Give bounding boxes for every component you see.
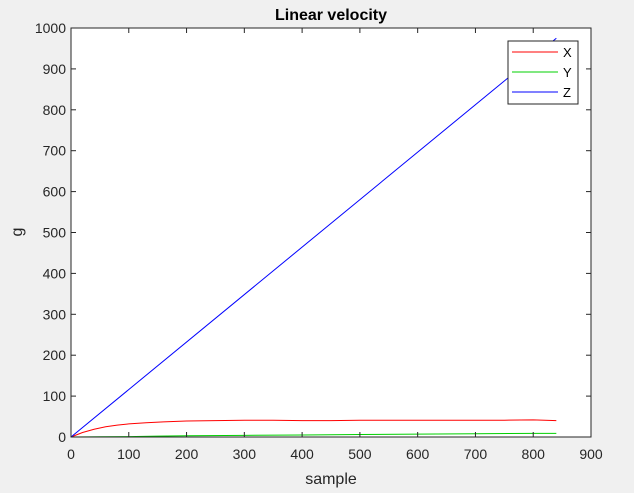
y-tick-label: 500 (43, 225, 67, 241)
series-line-z (70, 37, 557, 438)
x-tick-label: 400 (290, 446, 314, 462)
legend-label-x: X (563, 45, 572, 60)
x-tick-label: 700 (464, 446, 488, 462)
x-tick-label: 300 (233, 446, 257, 462)
axes-layer: 0 100 200 300 400 500 600 700 800 900 0 100 200 300 40… (35, 20, 603, 462)
legend-label-z: Z (563, 85, 571, 100)
y-tick-label: 400 (43, 265, 67, 281)
x-tick-label: 600 (406, 446, 430, 462)
legend: XYZ (507, 40, 579, 105)
y-tick-label: 800 (43, 102, 67, 118)
y-tick-label: 0 (58, 429, 66, 445)
y-tick-label: 300 (43, 306, 67, 322)
x-tick-label: 100 (117, 446, 141, 462)
x-axis-label: sample (305, 471, 357, 488)
x-tick-label: 900 (579, 446, 603, 462)
x-tick-label: 0 (67, 446, 75, 462)
series-line-x (70, 419, 557, 438)
x-tick-label: 500 (348, 446, 372, 462)
x-tick-label: 800 (522, 446, 546, 462)
x-tick-label: 200 (175, 446, 199, 462)
plot-area (71, 28, 591, 437)
y-tick-label: 600 (43, 184, 67, 200)
chart-title: Linear velocity (275, 7, 387, 24)
y-tick-label: 900 (43, 61, 67, 77)
y-tick-label: 200 (43, 347, 67, 363)
y-tick-label: 700 (43, 143, 67, 159)
y-axis-label: g (9, 228, 26, 237)
y-tick-label: 100 (43, 388, 67, 404)
legend-label-y: Y (563, 65, 572, 80)
y-tick-label: 1000 (35, 20, 66, 36)
